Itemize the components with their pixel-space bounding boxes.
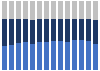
Bar (65, 1, 70, 20)
Bar (58, 20, 63, 41)
Bar (23, 20, 28, 42)
Bar (44, 42, 49, 70)
Bar (9, 20, 14, 45)
Bar (79, 40, 84, 70)
Bar (93, 44, 98, 70)
Bar (16, 43, 21, 70)
Bar (58, 1, 63, 20)
Bar (2, 20, 7, 46)
Bar (65, 20, 70, 42)
Bar (16, 1, 21, 19)
Bar (9, 1, 14, 20)
Bar (23, 42, 28, 70)
Bar (23, 1, 28, 20)
Bar (93, 20, 98, 44)
Bar (16, 19, 21, 43)
Bar (86, 41, 91, 70)
Bar (30, 44, 35, 70)
Bar (72, 1, 77, 20)
Bar (37, 20, 42, 42)
Bar (37, 1, 42, 20)
Bar (86, 1, 91, 19)
Bar (58, 41, 63, 70)
Bar (79, 19, 84, 40)
Bar (37, 42, 42, 70)
Bar (93, 1, 98, 20)
Bar (44, 20, 49, 42)
Bar (9, 45, 14, 70)
Bar (30, 20, 35, 44)
Bar (44, 1, 49, 20)
Bar (30, 1, 35, 20)
Bar (79, 1, 84, 19)
Bar (72, 20, 77, 40)
Bar (51, 1, 56, 20)
Bar (51, 20, 56, 41)
Bar (65, 42, 70, 70)
Bar (2, 46, 7, 70)
Bar (86, 19, 91, 41)
Bar (72, 40, 77, 70)
Bar (2, 1, 7, 20)
Bar (51, 41, 56, 70)
